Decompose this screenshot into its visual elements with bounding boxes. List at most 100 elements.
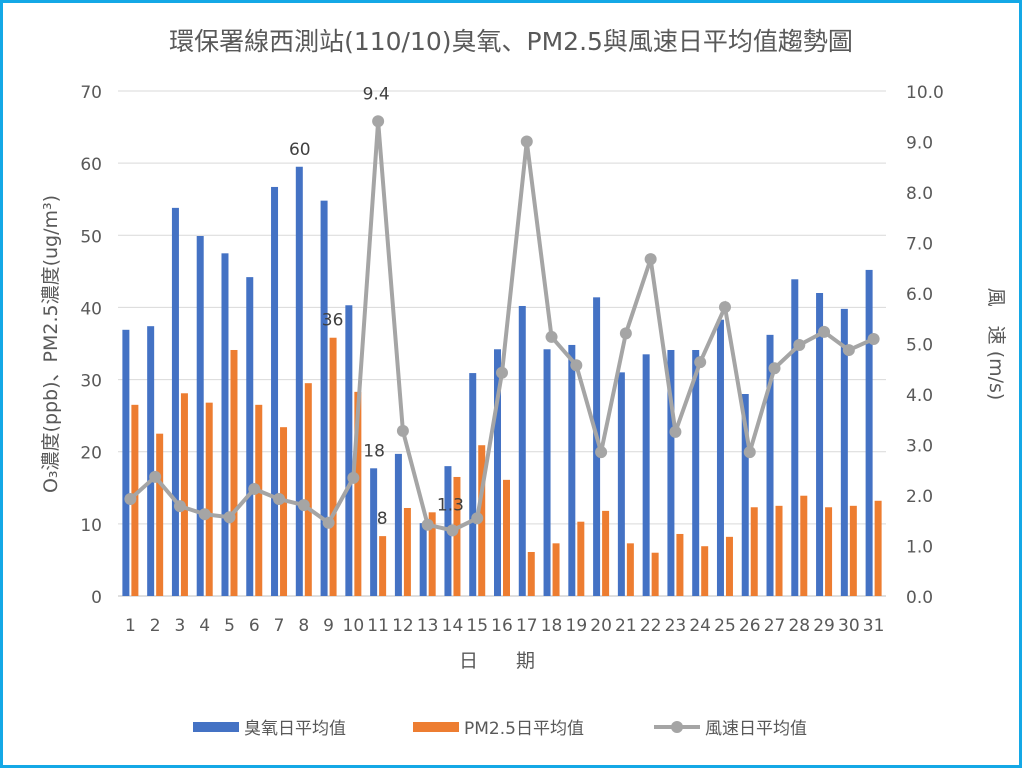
pm25-bar <box>156 433 164 596</box>
ozone-bar <box>295 166 303 596</box>
pm25-bar <box>800 495 808 596</box>
ozone-bar <box>419 523 427 596</box>
wind-point <box>619 327 632 340</box>
wind-point <box>372 115 385 128</box>
ozone-bar <box>320 200 328 596</box>
ozone-bar <box>394 453 402 596</box>
x-tick-label: 23 <box>665 616 687 636</box>
wind-point <box>248 482 261 495</box>
ozone-bar <box>271 186 279 596</box>
x-tick-label: 22 <box>640 616 662 636</box>
ozone-bar <box>667 349 675 596</box>
y-tick-label: 50 <box>80 227 102 247</box>
wind-point <box>198 508 211 521</box>
pm25-bar <box>304 383 312 596</box>
pm25-bar <box>329 337 337 596</box>
wind-point <box>867 332 880 345</box>
wind-point <box>173 500 186 513</box>
legend-label-wind: 風速日平均值 <box>705 719 807 739</box>
y2-tick-label: 4.0 <box>906 386 933 406</box>
x-tick-label: 29 <box>813 616 835 636</box>
wind-point <box>347 471 360 484</box>
legend-swatch-pm25 <box>413 722 459 732</box>
ozone-bar <box>543 349 551 596</box>
ozone-bar <box>147 326 155 596</box>
wind-point <box>743 446 756 459</box>
data-label: 18 <box>363 441 385 461</box>
pm25-bar <box>676 533 684 596</box>
x-tick-label: 28 <box>788 616 810 636</box>
x-tick-label: 8 <box>298 616 309 636</box>
ozone-bar <box>766 334 774 596</box>
x-tick-label: 1 <box>125 616 136 636</box>
legend-label-pm25: PM2.5日平均值 <box>464 719 584 739</box>
ozone-bar <box>246 277 254 596</box>
ozone-bar <box>469 373 477 596</box>
ozone-bar <box>642 354 650 596</box>
pm25-bar <box>775 505 783 596</box>
x-axis-label: 日 期 <box>459 650 535 672</box>
ozone-bar <box>370 468 378 596</box>
wind-point <box>644 253 657 266</box>
wind-point <box>421 518 434 531</box>
data-label: 8 <box>377 509 388 529</box>
ozone-bar <box>865 269 873 596</box>
x-tick-label: 19 <box>566 616 588 636</box>
y2-tick-label: 10.0 <box>906 83 944 103</box>
x-tick-label: 5 <box>224 616 235 636</box>
wind-point <box>718 301 731 314</box>
pm25-bar <box>230 349 238 596</box>
ozone-bar <box>840 308 848 596</box>
wind-point <box>322 516 335 529</box>
pm25-bar <box>701 546 709 596</box>
ozone-bar <box>716 319 724 596</box>
wind-line <box>129 121 875 533</box>
ozone-bar <box>518 305 526 596</box>
pm25-bar <box>280 427 288 596</box>
x-tick-label: 2 <box>150 616 161 636</box>
pm25-bar <box>825 507 833 596</box>
pm25-bar <box>651 552 659 596</box>
wind-point <box>842 344 855 357</box>
y-tick-label: 70 <box>80 83 102 103</box>
y2-tick-label: 9.0 <box>906 134 933 154</box>
x-tick-label: 10 <box>343 616 365 636</box>
wind-point <box>273 493 286 506</box>
pm25-bar <box>255 404 263 596</box>
wind-point <box>595 446 608 459</box>
wind-point <box>124 493 137 506</box>
y2-tick-label: 5.0 <box>906 336 933 356</box>
wind-point <box>149 470 162 483</box>
y2-tick-label: 7.0 <box>906 235 933 255</box>
pm25-bar <box>453 476 461 596</box>
wind-point <box>570 359 583 372</box>
y2-tick-label: 3.0 <box>906 437 933 457</box>
pm25-bar <box>750 507 758 596</box>
ozone-bar <box>741 394 749 596</box>
ozone-bar <box>692 349 700 596</box>
pm25-bar <box>354 391 362 596</box>
pm25-bar <box>503 479 510 596</box>
legend: 臭氧日平均值 PM2.5日平均值 風速日平均值 <box>193 719 807 739</box>
pm25-bar <box>527 551 535 596</box>
ozone-bar <box>617 372 625 596</box>
pm25-bar <box>577 521 585 596</box>
x-tick-label: 3 <box>175 616 186 636</box>
y-tick-label: 10 <box>80 516 102 536</box>
ozone-bar <box>568 344 576 596</box>
wind-point <box>818 325 831 338</box>
wind-point <box>694 356 707 369</box>
x-tick-label: 24 <box>689 616 711 636</box>
pm25-bar <box>552 543 560 596</box>
y-tick-label: 0 <box>91 588 102 608</box>
wind-point <box>471 512 484 525</box>
pm25-bar <box>205 402 213 596</box>
data-label: 60 <box>289 140 311 160</box>
ozone-bar <box>494 349 501 596</box>
ozone-bar <box>221 253 229 597</box>
x-tick-label: 30 <box>838 616 860 636</box>
x-tick-label: 4 <box>199 616 210 636</box>
pm25-bar <box>180 393 188 596</box>
